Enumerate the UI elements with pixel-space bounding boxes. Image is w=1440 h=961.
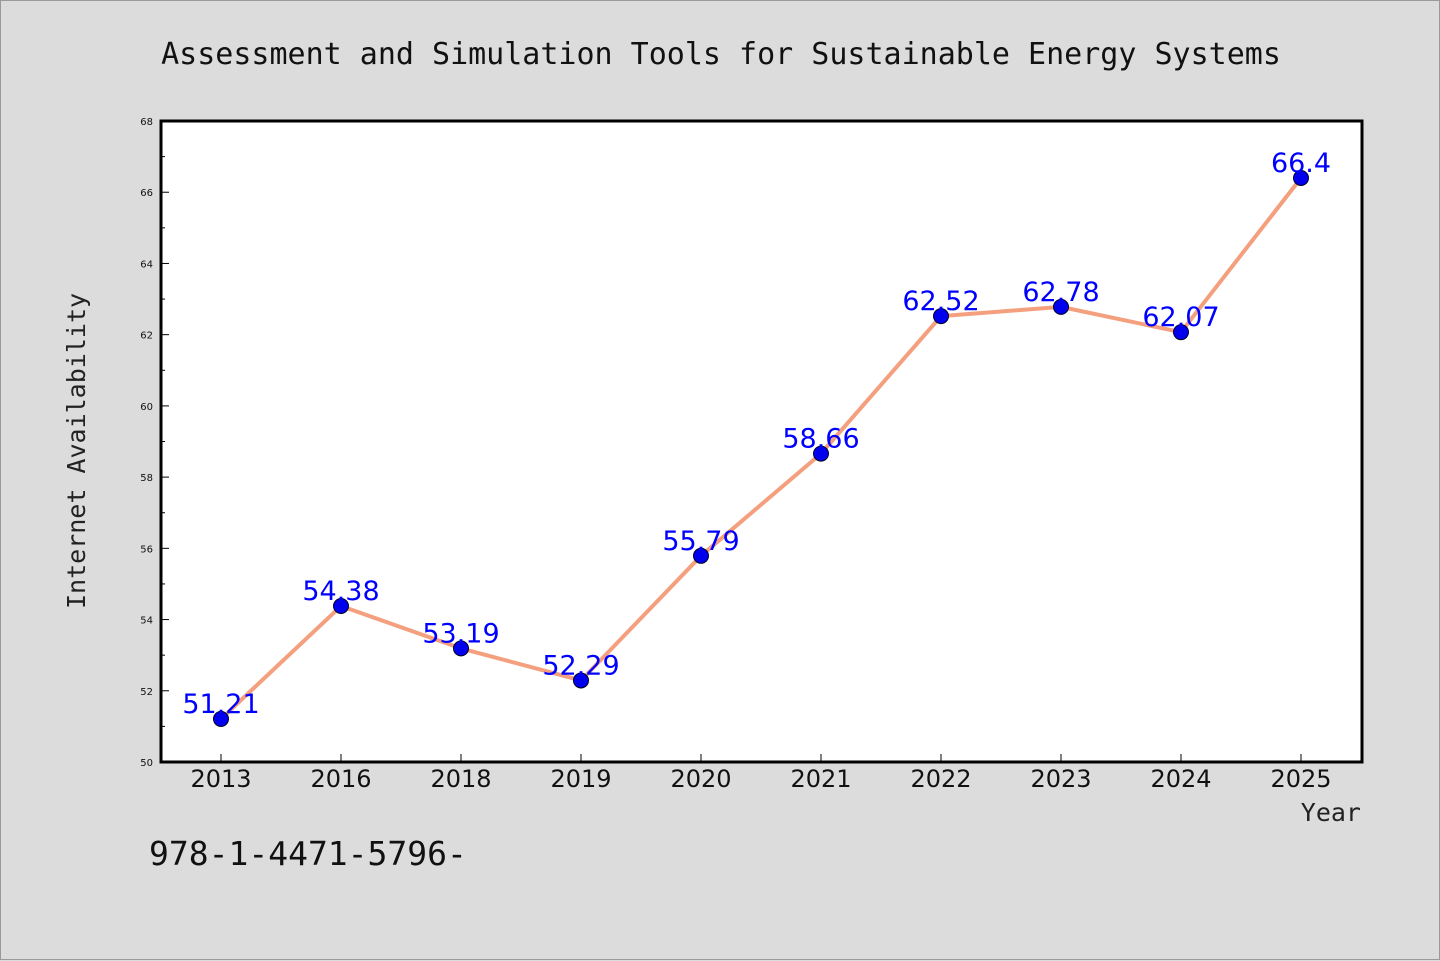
data-label: 52.29 — [542, 650, 619, 681]
footnote-text: 978-1-4471-5796- — [149, 834, 467, 873]
y-tick-label: 52 — [140, 687, 153, 698]
x-tick-label: 2025 — [1270, 765, 1331, 793]
y-tick-label: 54 — [140, 616, 153, 627]
data-point-marker — [813, 445, 829, 462]
data-label: 66.4 — [1271, 148, 1331, 179]
x-axis-title: Year — [1301, 798, 1361, 827]
data-labels: 51.21 54.38 53.19 52.29 55.79 58.66 62.52 62.78… — [182, 148, 1331, 720]
data-label: 54.38 — [302, 576, 379, 607]
y-tick-label: 60 — [140, 402, 153, 413]
y-tick-label: 50 — [140, 758, 153, 769]
data-label: 55.79 — [662, 526, 739, 557]
y-tick-label: 58 — [140, 473, 153, 484]
plot-area — [159, 119, 1364, 764]
y-tick-label: 56 — [140, 544, 153, 555]
x-tick-label: 2013 — [190, 765, 251, 793]
x-tick-label: 2022 — [910, 765, 971, 793]
data-label: 62.07 — [1142, 302, 1219, 333]
data-label: 51.21 — [182, 689, 259, 720]
y-axis-title: Internet Availability — [62, 293, 91, 609]
x-tick-label: 2019 — [550, 765, 611, 793]
data-point-marker — [573, 672, 589, 689]
data-point-marker — [1053, 298, 1069, 315]
y-tick-label: 64 — [140, 259, 153, 270]
data-label: 53.19 — [422, 618, 499, 649]
x-tick-label: 2020 — [670, 765, 731, 793]
data-point-marker — [933, 308, 949, 325]
x-tick-label: 2024 — [1150, 765, 1211, 793]
data-point-marker — [1173, 324, 1189, 341]
data-label: 62.52 — [902, 286, 979, 317]
data-point-marker — [453, 640, 469, 657]
y-tick-label: 66 — [140, 188, 153, 199]
x-axis: 2013 2016 2018 2019 2020 2021 2022 2023 2024 2025 — [190, 754, 1332, 793]
chart-title: Assessment and Simulation Tools for Sust… — [161, 37, 1281, 72]
data-point-marker — [213, 710, 229, 727]
y-tick-label: 62 — [140, 331, 153, 342]
series-layer — [213, 169, 1309, 727]
x-tick-label: 2021 — [790, 765, 851, 793]
data-point-marker — [693, 547, 709, 564]
data-point-marker — [333, 598, 349, 615]
data-point-marker — [1293, 169, 1309, 186]
x-tick-label: 2018 — [430, 765, 491, 793]
x-tick-label: 2016 — [310, 765, 371, 793]
series-line — [219, 175, 1303, 721]
x-tick-label: 2023 — [1030, 765, 1091, 793]
data-label: 58.66 — [782, 424, 859, 455]
y-tick-label: 68 — [140, 117, 153, 128]
y-axis: 50 52 54 56 58 60 62 64 66 68 — [140, 117, 169, 769]
data-label: 62.78 — [1022, 277, 1099, 308]
